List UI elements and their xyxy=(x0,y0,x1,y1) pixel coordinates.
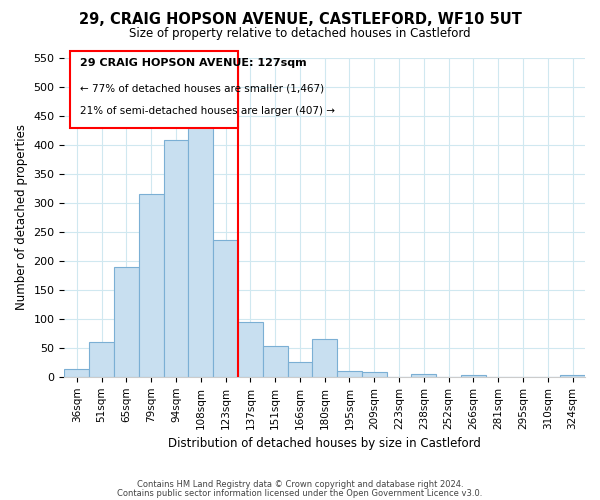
Bar xyxy=(461,375,486,377)
Bar xyxy=(64,370,89,377)
Bar xyxy=(89,342,114,377)
Bar xyxy=(362,372,386,377)
Bar xyxy=(313,339,337,377)
Bar xyxy=(213,240,238,377)
Text: ← 77% of detached houses are smaller (1,467): ← 77% of detached houses are smaller (1,… xyxy=(80,83,324,93)
Bar xyxy=(139,194,164,377)
Bar xyxy=(263,346,287,377)
Bar xyxy=(238,322,263,377)
Text: 21% of semi-detached houses are larger (407) →: 21% of semi-detached houses are larger (… xyxy=(80,106,335,116)
Y-axis label: Number of detached properties: Number of detached properties xyxy=(15,124,28,310)
Text: Size of property relative to detached houses in Castleford: Size of property relative to detached ho… xyxy=(129,28,471,40)
Bar xyxy=(412,374,436,377)
FancyBboxPatch shape xyxy=(70,52,238,128)
Text: 29 CRAIG HOPSON AVENUE: 127sqm: 29 CRAIG HOPSON AVENUE: 127sqm xyxy=(80,58,307,68)
Bar xyxy=(287,362,313,377)
Bar xyxy=(337,371,362,377)
Text: Contains public sector information licensed under the Open Government Licence v3: Contains public sector information licen… xyxy=(118,489,482,498)
Bar xyxy=(114,266,139,377)
Bar xyxy=(164,140,188,377)
Bar xyxy=(560,375,585,377)
X-axis label: Distribution of detached houses by size in Castleford: Distribution of detached houses by size … xyxy=(168,437,481,450)
Bar xyxy=(188,128,213,377)
Text: Contains HM Land Registry data © Crown copyright and database right 2024.: Contains HM Land Registry data © Crown c… xyxy=(137,480,463,489)
Text: 29, CRAIG HOPSON AVENUE, CASTLEFORD, WF10 5UT: 29, CRAIG HOPSON AVENUE, CASTLEFORD, WF1… xyxy=(79,12,521,28)
